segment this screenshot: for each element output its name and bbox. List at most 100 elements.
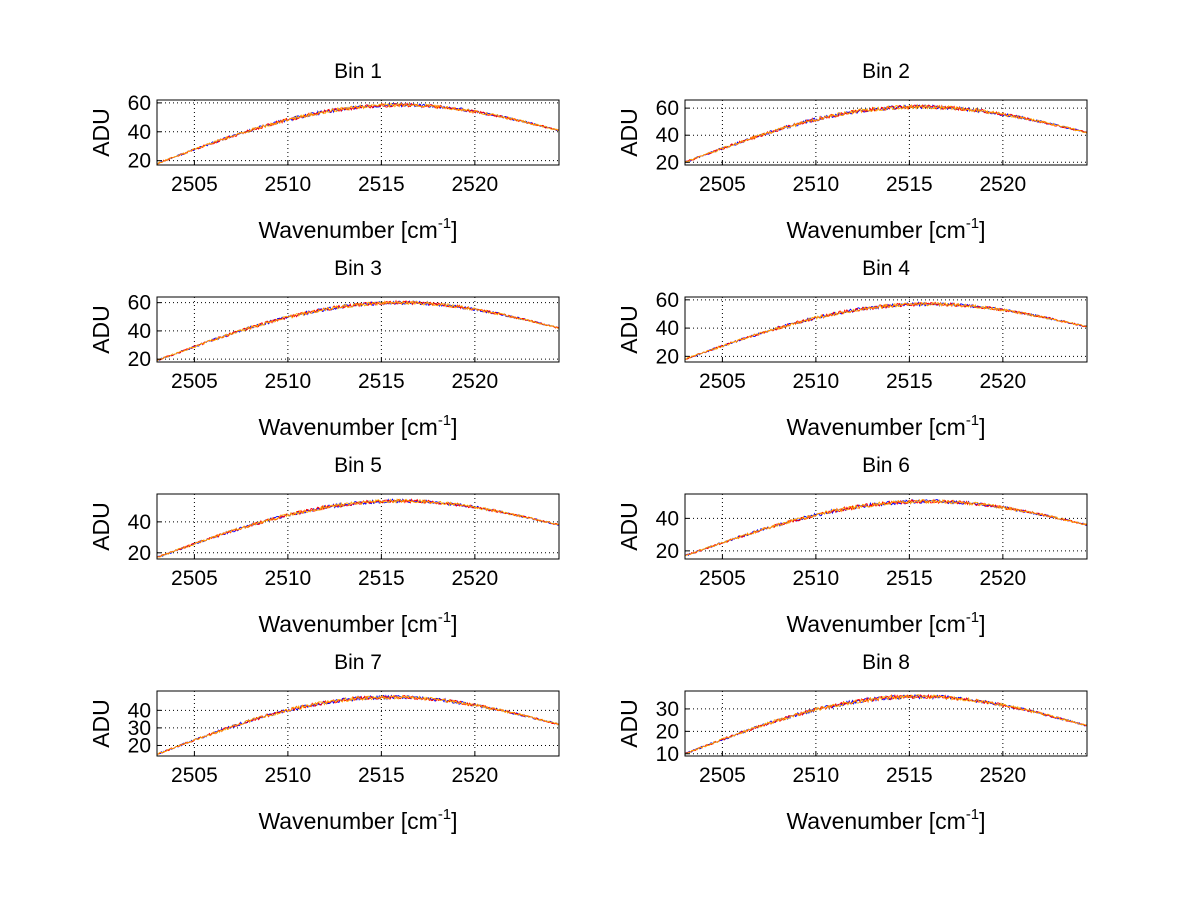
subplot-title: Bin 1: [334, 60, 382, 83]
subplot-bin-6: 2505 2510 2515 2520 20 40 Bin 6 Wavenumber [cm-…: [616, 454, 1088, 637]
axes-box: [156, 690, 560, 757]
x-axis-label-exponent: -1: [438, 215, 451, 232]
series-line-3: [157, 498, 559, 558]
x-tick-label: 2515: [886, 567, 933, 590]
x-tick-label: 2510: [265, 370, 312, 393]
x-tick-label: 2505: [699, 764, 746, 787]
x-axis-label-close: ]: [979, 611, 985, 637]
x-axis-label-text: Wavenumber [cm: [258, 414, 437, 440]
series-line-3: [685, 498, 1087, 557]
y-tick-label: 20: [656, 720, 679, 743]
x-axis-label-close: ]: [979, 217, 985, 243]
x-axis-label-close: ]: [979, 808, 985, 834]
x-tick-label: 2505: [699, 567, 746, 590]
x-axis-label: Wavenumber [cm-1]: [786, 609, 985, 637]
x-axis-label-text: Wavenumber [cm: [786, 414, 965, 440]
x-axis-label: Wavenumber [cm-1]: [786, 806, 985, 834]
series-line-3: [157, 300, 559, 362]
axes-box: [156, 99, 560, 166]
x-axis-label-text: Wavenumber [cm: [258, 808, 437, 834]
subplot-title: Bin 2: [862, 60, 910, 83]
y-tick-label: 20: [656, 345, 679, 368]
x-axis-label-text: Wavenumber [cm: [786, 611, 965, 637]
x-axis-label-close: ]: [451, 414, 457, 440]
y-tick-label: 40: [128, 121, 151, 144]
y-tick-label: 40: [128, 320, 151, 343]
subplot-bin-3: 2505 2510 2515 2520 20 40 60 Bin 3 Wavenumber [c…: [88, 257, 560, 440]
x-tick-label: 2520: [980, 567, 1027, 590]
subplot-grid: 2505 2510 2515 2520 20 40 60 Bin 1 Wavenumber [c…: [88, 60, 1088, 834]
x-axis-label-text: Wavenumber [cm: [258, 611, 437, 637]
y-tick-label: 40: [656, 317, 679, 340]
y-tick-label: 10: [656, 743, 679, 766]
x-axis-label-close: ]: [979, 414, 985, 440]
series-line-3: [157, 694, 559, 755]
y-tick-label: 40: [128, 699, 151, 722]
series-line-3: [685, 694, 1087, 755]
y-tick-label: 30: [656, 698, 679, 721]
y-tick-label: 60: [656, 289, 679, 312]
y-axis-label: ADU: [88, 502, 114, 551]
y-tick-label: 40: [656, 124, 679, 147]
x-tick-label: 2510: [265, 173, 312, 196]
subplot-title: Bin 4: [862, 257, 910, 280]
x-tick-label: 2505: [699, 173, 746, 196]
x-axis-label: Wavenumber [cm-1]: [786, 412, 985, 440]
x-axis-label-text: Wavenumber [cm: [786, 217, 965, 243]
y-axis-label: ADU: [616, 699, 642, 748]
y-axis-label: ADU: [88, 108, 114, 157]
x-axis-label: Wavenumber [cm-1]: [258, 806, 457, 834]
subplot-bin-1: 2505 2510 2515 2520 20 40 60 Bin 1 Wavenumber [c…: [88, 60, 560, 243]
x-tick-label: 2520: [980, 370, 1027, 393]
y-tick-label: 40: [656, 507, 679, 530]
x-axis-label-close: ]: [451, 808, 457, 834]
y-tick-label: 20: [128, 542, 151, 565]
x-tick-label: 2505: [171, 370, 218, 393]
y-axis-label: ADU: [616, 305, 642, 354]
x-tick-label: 2510: [793, 764, 840, 787]
x-axis-label: Wavenumber [cm-1]: [786, 215, 985, 243]
y-axis-label: ADU: [616, 108, 642, 157]
y-tick-label: 40: [128, 511, 151, 534]
subplot-bin-2: 2505 2510 2515 2520 20 40 60 Bin 2 Wavenumber [c…: [616, 60, 1088, 243]
series-line-3: [685, 301, 1087, 360]
x-axis-label-exponent: -1: [438, 412, 451, 429]
y-tick-label: 30: [128, 717, 151, 740]
series-line-2: [685, 301, 1087, 360]
x-tick-label: 2510: [793, 370, 840, 393]
x-tick-label: 2510: [265, 567, 312, 590]
x-tick-label: 2515: [358, 173, 405, 196]
x-tick-label: 2505: [171, 173, 218, 196]
y-tick-label: 20: [128, 150, 151, 173]
x-tick-label: 2515: [886, 370, 933, 393]
subplot-title: Bin 8: [862, 651, 910, 674]
x-axis-label-close: ]: [451, 217, 457, 243]
x-tick-label: 2510: [793, 173, 840, 196]
x-tick-label: 2515: [358, 567, 405, 590]
subplot-bin-4: 2505 2510 2515 2520 20 40 60 Bin 4 Wavenumber [c…: [616, 257, 1088, 440]
x-axis-label: Wavenumber [cm-1]: [258, 609, 457, 637]
x-axis-label: Wavenumber [cm-1]: [258, 412, 457, 440]
subplot-bin-5: 2505 2510 2515 2520 20 40 Bin 5 Wavenumber [cm-…: [88, 454, 560, 637]
axes-box: [684, 99, 1088, 166]
x-axis-label-exponent: -1: [966, 412, 979, 429]
x-axis-label-exponent: -1: [438, 806, 451, 823]
x-tick-label: 2510: [265, 764, 312, 787]
x-tick-label: 2505: [171, 567, 218, 590]
series-line-3: [685, 103, 1087, 163]
y-tick-label: 20: [656, 151, 679, 174]
x-axis-label-exponent: -1: [438, 609, 451, 626]
x-axis-label-exponent: -1: [966, 609, 979, 626]
axes-box: [684, 493, 1088, 560]
x-tick-label: 2520: [452, 173, 499, 196]
x-tick-label: 2515: [358, 370, 405, 393]
axes-box: [156, 296, 560, 363]
y-tick-label: 60: [128, 92, 151, 115]
subplot-title: Bin 7: [334, 651, 382, 674]
x-tick-label: 2515: [358, 764, 405, 787]
axes-box: [684, 690, 1088, 757]
x-axis-label-text: Wavenumber [cm: [786, 808, 965, 834]
